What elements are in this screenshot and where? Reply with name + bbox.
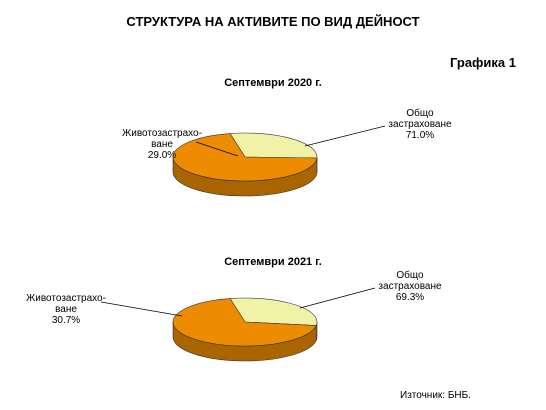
- main-title: СТРУКТУРА НА АКТИВИТЕ ПО ВИД ДЕЙНОСТ: [126, 14, 420, 29]
- chart-title: Септември 2020 г.: [224, 77, 322, 89]
- chart-title: Септември 2021 г.: [224, 256, 322, 268]
- leader-line: [100, 301, 183, 317]
- slice-label: Общо застраховане 69.3%: [378, 270, 441, 303]
- value-label: 30.7%: [51, 315, 81, 326]
- leader-line: [299, 287, 376, 309]
- slice-label: Животозастрахо- ване 29.0%: [122, 128, 202, 161]
- leader-line: [195, 141, 239, 157]
- pie-slice: [229, 297, 318, 326]
- value-label: 71.0%: [405, 130, 435, 141]
- figure-label: Графика 1: [450, 55, 516, 70]
- pie-slice: [172, 298, 317, 347]
- category-label: Животозастрахо- ване: [122, 128, 202, 150]
- leader-line: [304, 125, 386, 147]
- slice-label: Общо застраховане 71.0%: [388, 108, 451, 141]
- pie-slice: [229, 132, 318, 159]
- category-label: Животозастрахо- ване: [26, 293, 106, 315]
- pie-slice: [172, 133, 318, 182]
- value-label: 29.0%: [147, 150, 177, 161]
- slice-label: Животозастрахо- ване 30.7%: [26, 293, 106, 326]
- value-label: 69.3%: [395, 292, 425, 303]
- source: Източник: БНБ.: [400, 390, 471, 401]
- category-label: Общо застраховане: [388, 108, 452, 130]
- category-label: Общо застраховане: [378, 270, 442, 292]
